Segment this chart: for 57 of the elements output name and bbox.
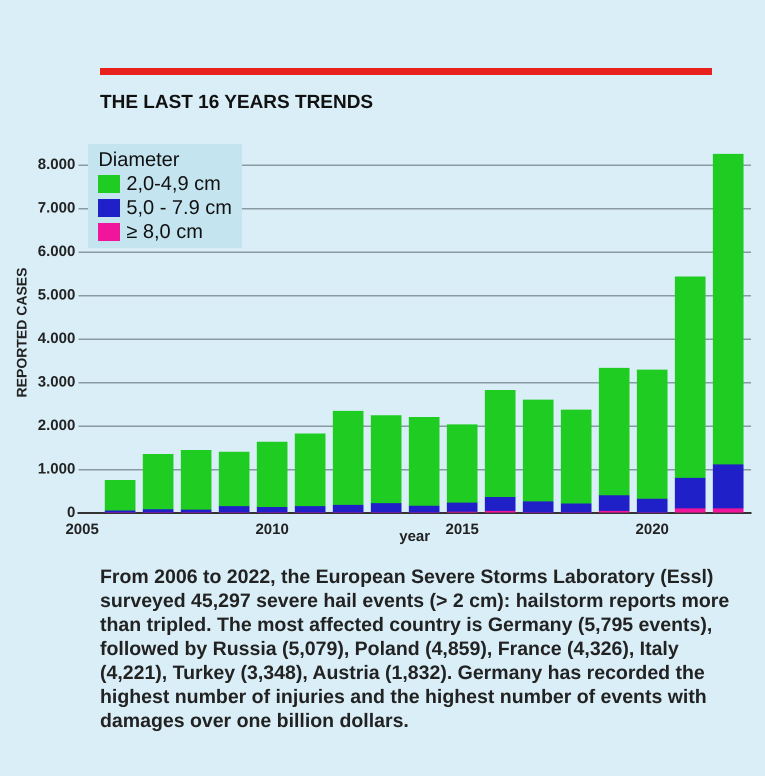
- bar: [332, 410, 364, 506]
- legend-label: ≥ 8,0 cm: [126, 220, 203, 244]
- bar: [218, 452, 250, 507]
- y-tick-label: 0: [66, 504, 76, 522]
- y-tick-label: 5.000: [38, 286, 76, 304]
- bar: [142, 454, 174, 510]
- bar: [560, 410, 592, 504]
- bar: [674, 478, 706, 509]
- bar: [180, 510, 212, 513]
- bar: [294, 434, 326, 507]
- bar: [712, 508, 744, 513]
- bar: [598, 495, 630, 512]
- y-tick-label: 7.000: [38, 200, 76, 217]
- bar: [256, 507, 288, 513]
- bar: [674, 508, 706, 513]
- bar: [446, 502, 478, 512]
- bar: [522, 501, 554, 513]
- bar: [446, 424, 478, 504]
- bar: [598, 368, 630, 496]
- legend-label: 5,0 - 7.9 cm: [126, 196, 232, 220]
- bar: [370, 415, 402, 504]
- x-tick-label: 2020: [636, 521, 669, 538]
- y-tick-label: 8.000: [38, 156, 76, 174]
- bar: [484, 390, 516, 498]
- x-tick-label: 2010: [255, 521, 289, 538]
- bar: [104, 510, 136, 513]
- bar: [294, 506, 326, 513]
- bar: [142, 509, 174, 513]
- bar: [408, 506, 440, 513]
- y-tick-label: 1.000: [38, 460, 76, 478]
- bar: [408, 416, 440, 506]
- bar: [674, 276, 706, 479]
- bar: [636, 498, 668, 513]
- y-tick-label: 6.000: [38, 243, 76, 260]
- bar: [636, 370, 668, 500]
- bar: [180, 450, 212, 510]
- bar: [522, 400, 554, 502]
- x-tick-label: 2005: [65, 521, 99, 538]
- bar: [712, 464, 744, 509]
- x-axis-title: year: [399, 528, 430, 546]
- bar: [370, 503, 402, 513]
- bar: [712, 154, 744, 466]
- bar: [104, 480, 136, 512]
- text: From 2006 to 2022, the European Severe Storms Laboratory (Essl) surveyed 45,297 severe hail events (> 2 cm): hailstorm reports more than tripled. The most affected country is Germany (5,795 events), followed by Russia (5,079), Poland (4,859), France (4,326), Italy (4,221), Turkey (3,348), Austria (1,832). Germany has recorded the highest number of injuries and the highest number of events with damages over one billion dollars.: [100, 565, 730, 733]
- bar: [484, 497, 516, 512]
- y-tick-label: 3.000: [38, 374, 76, 391]
- chart-title: THE LAST 16 YEARS TRENDS: [100, 92, 374, 114]
- legend-title: Diameter: [98, 148, 180, 172]
- y-axis-title: REPORTED CASES: [13, 268, 30, 398]
- y-tick-label: 2.000: [38, 417, 76, 434]
- bar: [256, 442, 288, 508]
- x-tick-label: 2015: [445, 521, 479, 538]
- bar: [332, 504, 364, 513]
- bar: [560, 504, 592, 513]
- bar: [218, 506, 250, 513]
- y-tick-label: 4.000: [38, 330, 76, 348]
- legend-label: 2,0-4,9 cm: [126, 172, 221, 196]
